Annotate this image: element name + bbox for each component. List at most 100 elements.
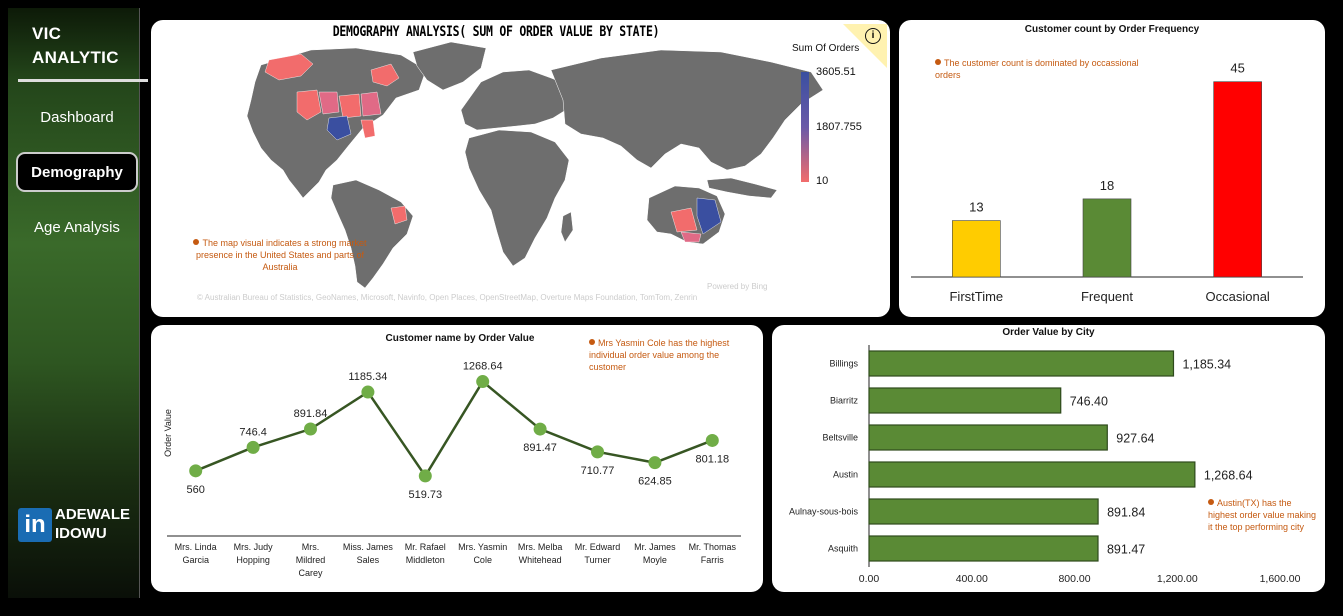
city-bar[interactable] (868, 387, 1062, 414)
region-australia-east[interactable] (696, 197, 722, 235)
region-us-east[interactable] (360, 91, 382, 117)
freq-category-label: FirstTime (949, 289, 1003, 304)
freq-bar[interactable] (952, 220, 1001, 278)
customer-point-label: 560 (187, 484, 205, 496)
customer-point-label: 746.4 (239, 426, 267, 438)
city-category-label: Beltsville (822, 433, 858, 443)
landmass-greenland (412, 41, 487, 91)
freq-bar-label: 45 (1230, 61, 1244, 76)
landmass-europe (460, 69, 572, 131)
freq-bar[interactable] (1082, 198, 1132, 278)
customer-point-label: 891.84 (294, 408, 328, 420)
city-insight-text: Austin(TX) has the highest order value m… (1208, 498, 1317, 532)
customer-point-label: 1268.64 (463, 361, 503, 373)
bullet-icon (589, 339, 595, 345)
customer-point[interactable] (361, 385, 375, 399)
region-canada-east[interactable] (370, 63, 400, 87)
customer-point[interactable] (648, 456, 662, 470)
author-name: ADEWALE IDOWU (55, 505, 130, 543)
bullet-icon (935, 59, 941, 65)
nav-demography[interactable]: Demography (16, 152, 138, 192)
city-bar[interactable] (868, 350, 1175, 377)
customer-point[interactable] (246, 440, 260, 454)
region-texas[interactable] (326, 115, 352, 141)
map-card: DEMOGRAPHY ANALYSIS( SUM OF ORDER VALUE … (151, 20, 890, 317)
city-bar[interactable] (868, 535, 1099, 562)
city-title: Order Value by City (1002, 327, 1095, 338)
nav-age-analysis[interactable]: Age Analysis (34, 218, 120, 236)
frequency-insight-note: The customer count is dominated by occas… (935, 57, 1165, 81)
customer-chart[interactable]: Order Value 560 Mrs. Linda Garcia 746.4 Mrs. … (151, 325, 763, 592)
sidebar: VIC ANALYTIC Dashboard Demography Age An… (8, 8, 148, 598)
region-australia-west[interactable] (670, 207, 698, 233)
customer-category-label: Mrs. Linda Garcia (175, 542, 217, 565)
customer-category-label: Mrs. Judy Hopping (234, 542, 274, 565)
freq-bar[interactable] (1213, 81, 1262, 278)
frequency-title: Customer count by Order Frequency (1024, 24, 1200, 35)
nav-dashboard[interactable]: Dashboard (40, 108, 114, 126)
customer-category-label: Mrs. Yasmin Cole (458, 542, 507, 565)
linkedin-icon[interactable]: in (18, 508, 52, 542)
region-us-mountain[interactable] (318, 91, 340, 115)
region-us-west[interactable] (296, 89, 322, 121)
brand-logo: VIC ANALYTIC (32, 22, 119, 70)
customer-point[interactable] (705, 433, 719, 447)
region-brazil[interactable] (390, 205, 408, 225)
brand-line1: VIC (32, 24, 62, 43)
customer-y-axis-label: Order Value (163, 409, 173, 457)
customer-point-label: 801.18 (695, 453, 729, 465)
city-bar-label: 1,268.64 (1204, 469, 1253, 483)
customer-point[interactable] (304, 422, 317, 436)
customer-category-label: Mrs. Melba Whitehead (518, 542, 563, 565)
customer-point-label: 891.47 (523, 442, 557, 454)
customer-point-label: 710.77 (581, 465, 615, 477)
city-insight-note: Austin(TX) has the highest order value m… (1208, 497, 1320, 533)
customer-category-label: Mr. Thomas Farris (689, 542, 737, 565)
city-bar-label: 891.47 (1107, 543, 1145, 557)
city-chart[interactable]: 1,185.34 Billings 746.40 Biarritz 927.64 Belt… (772, 325, 1325, 592)
customer-category-label: Mr. Rafael Middleton (405, 542, 446, 565)
region-us-central[interactable] (338, 93, 362, 119)
freq-bar-label: 18 (1100, 178, 1114, 193)
city-x-tick-label: 1,200.00 (1157, 573, 1198, 585)
legend-min: 10 (816, 175, 829, 187)
region-florida[interactable] (360, 119, 376, 139)
info-icon[interactable]: i (865, 28, 881, 44)
bullet-icon (193, 239, 200, 245)
customer-title: Customer name by Order Value (385, 333, 535, 344)
city-category-label: Billings (829, 359, 858, 369)
map-insight-note: The map visual indicates a strong market… (185, 237, 375, 273)
city-bar-label: 927.64 (1116, 432, 1154, 446)
customer-point[interactable] (418, 469, 432, 483)
customer-category-label: Miss. James Sales (343, 542, 394, 565)
land-masses (246, 41, 824, 289)
world-map[interactable] (151, 20, 890, 317)
city-bar[interactable] (868, 424, 1108, 451)
customer-point-label: 519.73 (408, 489, 442, 501)
customer-point[interactable] (189, 464, 203, 478)
customer-point[interactable] (476, 375, 490, 389)
city-bar-label: 891.84 (1107, 506, 1145, 520)
city-bar[interactable] (868, 498, 1099, 525)
customer-point[interactable] (591, 445, 604, 459)
region-australia-se[interactable] (680, 231, 702, 243)
map-title: DEMOGRAPHY ANALYSIS( SUM OF ORDER VALUE … (332, 24, 660, 40)
region-alaska[interactable] (264, 53, 314, 81)
city-x-tick-label: 400.00 (956, 573, 988, 585)
brand-divider (18, 79, 148, 82)
frequency-insight-text: The customer count is dominated by occas… (935, 58, 1139, 80)
city-category-label: Asquith (828, 544, 858, 554)
customer-point-label: 624.85 (638, 476, 672, 488)
city-category-label: Austin (833, 470, 858, 480)
frequency-chart[interactable]: 13 FirstTime 18 Frequent 45 Occasional (899, 20, 1325, 317)
map-attribution: © Australian Bureau of Statistics, GeoNa… (197, 293, 698, 302)
customer-point[interactable] (533, 422, 547, 436)
highlighted-states (264, 53, 722, 243)
city-bar[interactable] (868, 461, 1196, 488)
customer-category-label: Mr. James Moyle (634, 542, 676, 565)
legend-max: 3605.51 (816, 66, 856, 78)
frequency-card: Customer count by Order Frequency The cu… (899, 20, 1325, 317)
brand-line2: ANALYTIC (32, 48, 119, 67)
landmass-africa (464, 129, 570, 267)
